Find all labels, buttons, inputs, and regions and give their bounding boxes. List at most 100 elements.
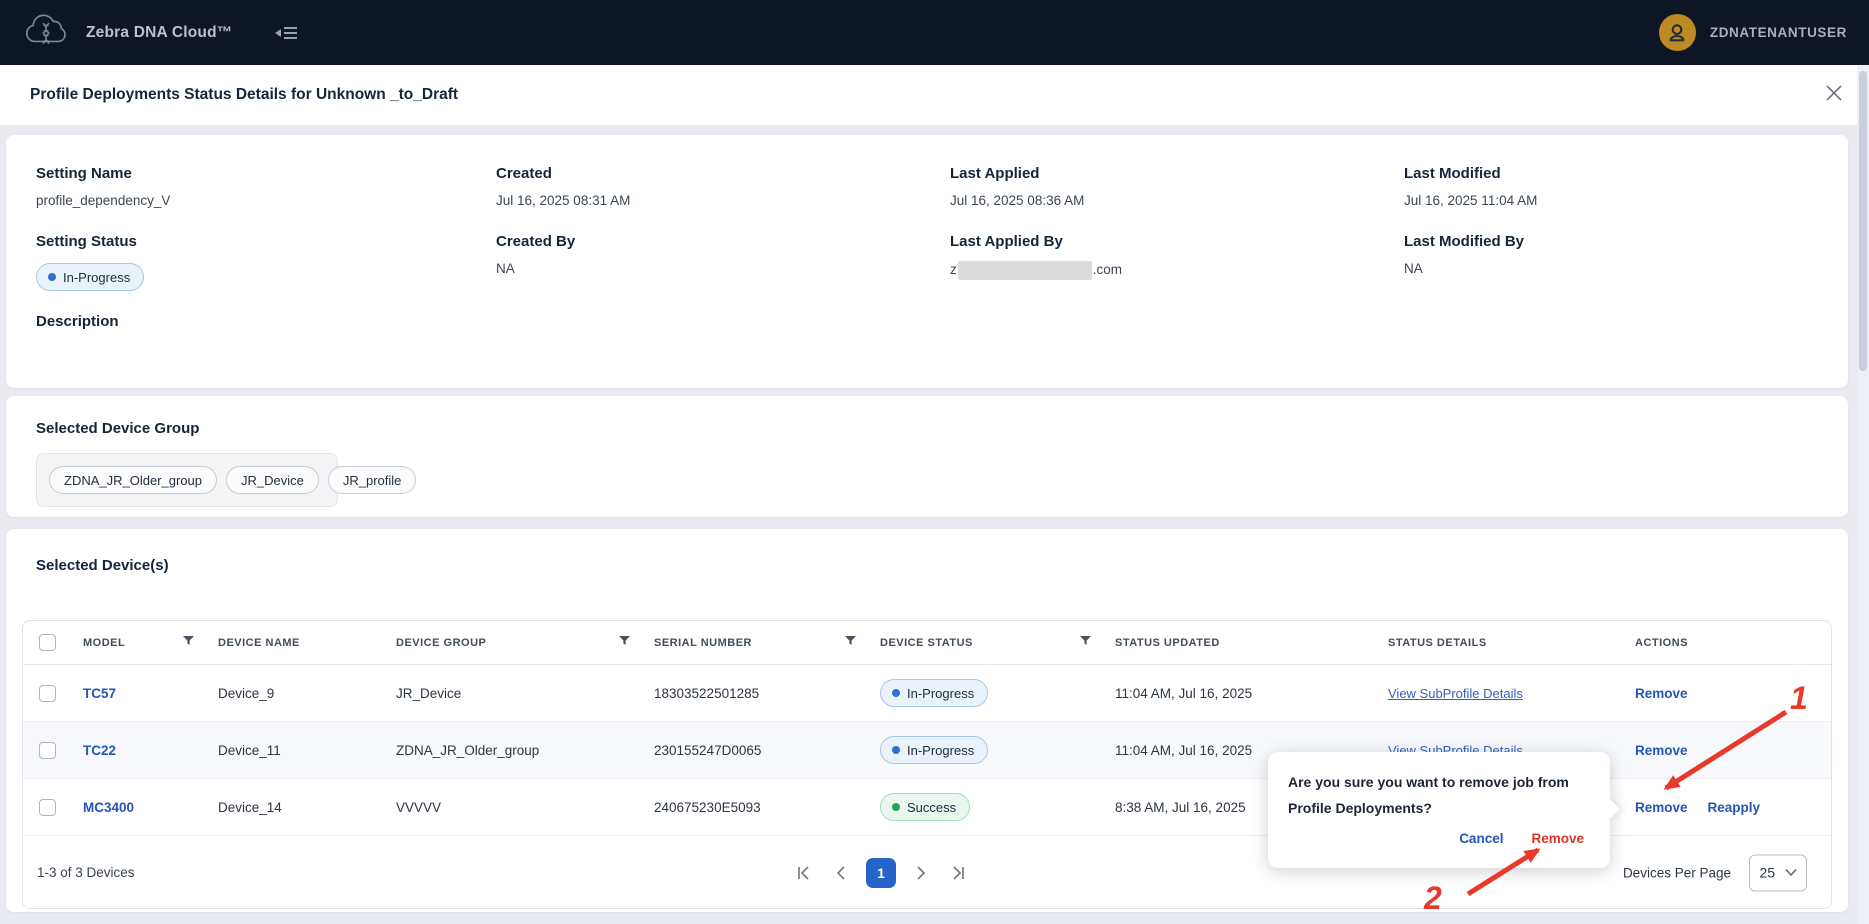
status-dot-icon [48, 273, 56, 281]
select-all-checkbox[interactable] [38, 634, 56, 651]
col-status-details: STATUS DETAILS [1388, 636, 1487, 649]
popup-message-line2: Profile Deployments? [1288, 800, 1432, 816]
device-row-mc3400: MC3400 Device_14 VVVVV 240675230E5093 Su… [23, 779, 1831, 836]
per-page-control: Devices Per Page 25 [1623, 854, 1807, 891]
setting-status-label: Setting Status [36, 233, 137, 250]
status-updated-cell: 11:04 AM, Jul 16, 2025 [1115, 685, 1253, 701]
per-page-value: 25 [1759, 864, 1776, 881]
device-group-cell: ZDNA_JR_Older_group [396, 742, 540, 758]
status-dot-icon [892, 803, 900, 811]
setting-status-value: In-Progress [63, 269, 131, 285]
serial-number-cell: 18303522501285 [654, 685, 760, 701]
model-link[interactable]: TC22 [83, 742, 117, 758]
status-dot-icon [892, 746, 900, 754]
model-link[interactable]: TC57 [83, 685, 117, 701]
remove-confirmation-popup: Are you sure you want to remove job from… [1268, 752, 1620, 868]
status-updated-cell: 11:04 AM, Jul 16, 2025 [1115, 742, 1253, 758]
table-footer: 1-3 of 3 Devices 1 Devices Per Page [23, 836, 1831, 909]
created-label: Created [496, 165, 552, 182]
device-group-cell: VVVVV [396, 799, 442, 815]
remove-link[interactable]: Remove [1635, 685, 1688, 701]
current-page-button[interactable]: 1 [866, 857, 896, 888]
pagination: 1 [790, 857, 972, 888]
confirm-remove-button[interactable]: Remove [1531, 831, 1584, 846]
row-checkbox[interactable] [38, 798, 56, 816]
created-by-value: NA [496, 261, 515, 276]
zebra-dna-cloud-logo-icon [22, 10, 72, 55]
created-by-label: Created By [496, 233, 576, 250]
devices-table: MODEL DEVICE NAME DEVICE GROUP SERIAL NU… [22, 620, 1832, 909]
cancel-button[interactable]: Cancel [1459, 831, 1504, 846]
last-page-icon[interactable] [946, 860, 972, 886]
per-page-label: Devices Per Page [1622, 865, 1731, 880]
username-label: ZDNATENANTUSER [1709, 25, 1847, 40]
col-device-name: DEVICE NAME [218, 636, 300, 649]
page-title: Profile Deployments Status Details for U… [30, 86, 459, 103]
device-group-chip: JR_Device [226, 466, 319, 494]
setting-name-label: Setting Name [36, 165, 132, 182]
last-modified-value: Jul 16, 2025 11:04 AM [1404, 193, 1538, 208]
deployment-details-card: Setting Name profile_dependency_V Create… [6, 135, 1848, 388]
device-status-badge: In-Progress [880, 736, 989, 764]
selected-device-group-card: Selected Device Group ZDNA_JR_Older_grou… [6, 396, 1848, 517]
popup-message-line1: Are you sure you want to remove job from [1288, 774, 1569, 790]
vertical-scrollbar[interactable] [1857, 65, 1869, 924]
chevron-down-icon [1784, 868, 1797, 877]
scrollbar-thumb[interactable] [1859, 71, 1867, 371]
device-status-badge: Success [880, 793, 971, 821]
sidebar-collapse-icon[interactable] [274, 23, 298, 43]
device-group-cell: JR_Device [396, 685, 462, 701]
status-dot-icon [892, 689, 900, 697]
last-modified-by-value: NA [1404, 261, 1423, 276]
last-applied-by-value: z .com [950, 261, 1404, 283]
remove-link[interactable]: Remove [1635, 799, 1688, 815]
col-serial-number: SERIAL NUMBER [654, 636, 752, 649]
device-count-label: 1-3 of 3 Devices [37, 865, 135, 880]
status-updated-cell: 8:38 AM, Jul 16, 2025 [1115, 799, 1246, 815]
previous-page-icon[interactable] [828, 860, 854, 886]
device-group-chip: ZDNA_JR_Older_group [49, 466, 218, 494]
redacted-email-block [957, 261, 1092, 280]
row-checkbox[interactable] [38, 684, 56, 702]
col-status-updated: STATUS UPDATED [1115, 636, 1220, 649]
col-device-status: DEVICE STATUS [880, 636, 973, 649]
setting-status-badge: In-Progress [36, 263, 145, 291]
last-modified-by-label: Last Modified By [1404, 233, 1525, 250]
user-avatar[interactable] [1658, 14, 1696, 51]
top-navbar: Zebra DNA Cloud™ ZDNATENANTUSER [0, 0, 1869, 65]
per-page-select[interactable]: 25 [1749, 854, 1807, 891]
filter-icon[interactable] [845, 636, 856, 649]
view-subprofile-link[interactable]: View SubProfile Details [1388, 685, 1523, 701]
first-page-icon[interactable] [790, 860, 816, 886]
remove-link[interactable]: Remove [1635, 742, 1688, 758]
reapply-link[interactable]: Reapply [1707, 799, 1761, 815]
filter-icon[interactable] [619, 636, 630, 649]
device-group-title: Selected Device Group [36, 420, 200, 437]
col-actions: ACTIONS [1635, 636, 1688, 649]
navbar-right: ZDNATENANTUSER [1658, 14, 1847, 51]
serial-number-cell: 240675230E5093 [654, 799, 761, 815]
device-name-cell: Device_14 [218, 799, 282, 815]
col-device-group: DEVICE GROUP [396, 636, 487, 649]
device-name-cell: Device_9 [218, 685, 275, 701]
device-name-cell: Device_11 [218, 742, 281, 758]
setting-name-value: profile_dependency_V [36, 193, 171, 208]
row-checkbox[interactable] [38, 741, 56, 759]
filter-icon[interactable] [1080, 636, 1091, 649]
device-group-chip-container: ZDNA_JR_Older_group JR_Device JR_profile [36, 453, 417, 507]
device-group-chip: JR_profile [327, 466, 417, 494]
device-status-badge: In-Progress [880, 679, 989, 707]
col-model: MODEL [83, 636, 126, 649]
model-link[interactable]: MC3400 [83, 799, 135, 815]
last-applied-label: Last Applied [950, 165, 1040, 182]
close-icon[interactable] [1821, 80, 1847, 111]
description-label: Description [36, 313, 119, 330]
last-applied-by-label: Last Applied By [950, 233, 1063, 250]
next-page-icon[interactable] [908, 860, 934, 886]
created-value: Jul 16, 2025 08:31 AM [496, 193, 631, 208]
filter-icon[interactable] [183, 636, 194, 649]
page-title-bar: Profile Deployments Status Details for U… [0, 65, 1869, 125]
brand-name: Zebra DNA Cloud™ [86, 23, 233, 41]
table-header-row: MODEL DEVICE NAME DEVICE GROUP SERIAL NU… [23, 621, 1831, 665]
